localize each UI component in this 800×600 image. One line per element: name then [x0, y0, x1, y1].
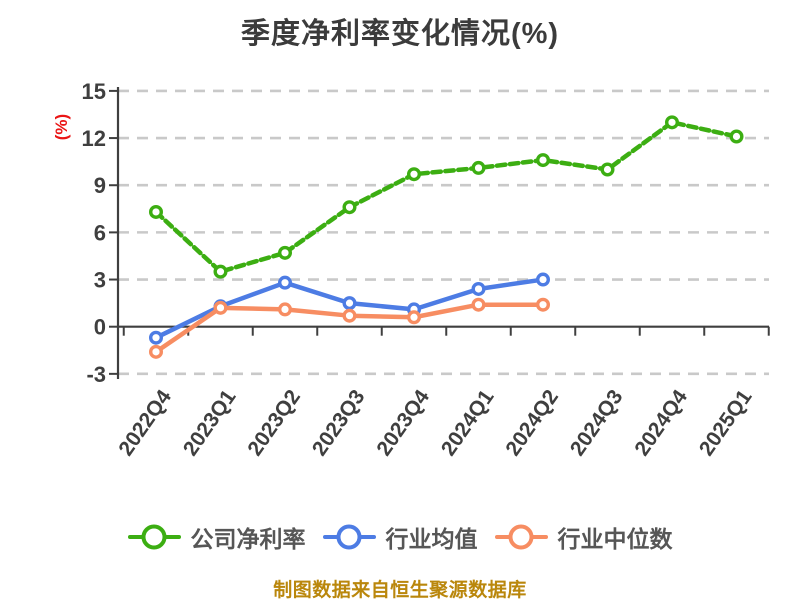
- x-tick-label: 2023Q3: [308, 386, 370, 460]
- data-point-marker-0: [213, 264, 228, 279]
- y-tick-label: 15: [82, 79, 106, 104]
- legend-label-company: 公司净利率: [190, 526, 306, 552]
- data-point-marker-1: [342, 296, 357, 311]
- data-point-marker-0: [148, 204, 163, 219]
- legend-marker-industry-mean-icon: [322, 523, 376, 551]
- legend-label-industry-mean: 行业均值: [385, 526, 478, 552]
- data-point-marker-2: [213, 300, 228, 315]
- chart-title: 季度净利率变化情况(%): [240, 18, 560, 50]
- data-point-marker-2: [342, 308, 357, 323]
- data-point-marker-2: [536, 297, 551, 312]
- data-point-marker-2: [471, 297, 486, 312]
- x-tick-label: 2025Q1: [695, 385, 757, 460]
- legend-item-industry-mean: 行业均值: [322, 520, 478, 554]
- legend-item-industry-median: 行业中位数: [494, 520, 673, 554]
- data-point-marker-1: [471, 281, 486, 296]
- legend-label-industry-median: 行业中位数: [557, 526, 673, 552]
- y-tick-label: 6: [94, 220, 106, 245]
- data-point-marker-0: [471, 160, 486, 175]
- data-point-marker-1: [536, 272, 551, 287]
- data-point-marker-2: [148, 344, 163, 359]
- legend-marker-company-icon: [127, 523, 181, 551]
- y-tick-label: -3: [86, 362, 106, 387]
- x-tick-label: 2024Q1: [437, 385, 499, 460]
- legend-circle-swatch: [141, 524, 167, 550]
- legend-circle-swatch: [508, 524, 534, 550]
- x-tick-label: 2022Q4: [114, 385, 176, 460]
- x-tick-label: 2024Q2: [501, 386, 563, 460]
- y-tick-label: 0: [94, 315, 106, 340]
- x-tick-label: 2023Q1: [179, 385, 241, 460]
- data-point-marker-0: [342, 200, 357, 215]
- data-point-marker-1: [148, 330, 163, 345]
- x-tick-label: 2023Q4: [372, 385, 434, 460]
- data-point-marker-0: [407, 167, 422, 182]
- y-tick-label: 9: [94, 173, 106, 198]
- legend: 公司净利率 行业均值 行业中位数: [0, 522, 800, 552]
- data-point-marker-0: [665, 115, 680, 130]
- data-point-marker-0: [278, 245, 293, 260]
- data-point-marker-0: [536, 153, 551, 168]
- x-tick-label: 2024Q4: [630, 385, 692, 460]
- data-point-marker-2: [278, 302, 293, 317]
- data-point-marker-1: [278, 275, 293, 290]
- data-point-marker-0: [600, 162, 615, 177]
- legend-circle-swatch: [336, 524, 362, 550]
- series-line-0: [153, 120, 739, 274]
- legend-marker-industry-median-icon: [494, 523, 548, 551]
- data-point-marker-2: [407, 310, 422, 325]
- y-tick-label: 3: [94, 268, 106, 293]
- x-tick-label: 2024Q3: [566, 386, 628, 460]
- legend-item-company-net-margin: 公司净利率: [127, 520, 306, 554]
- data-point-marker-0: [729, 129, 744, 144]
- y-tick-label: 12: [82, 126, 106, 151]
- x-tick-label: 2023Q2: [243, 386, 305, 460]
- data-source-note: 制图数据来自恒生聚源数据库: [273, 580, 527, 600]
